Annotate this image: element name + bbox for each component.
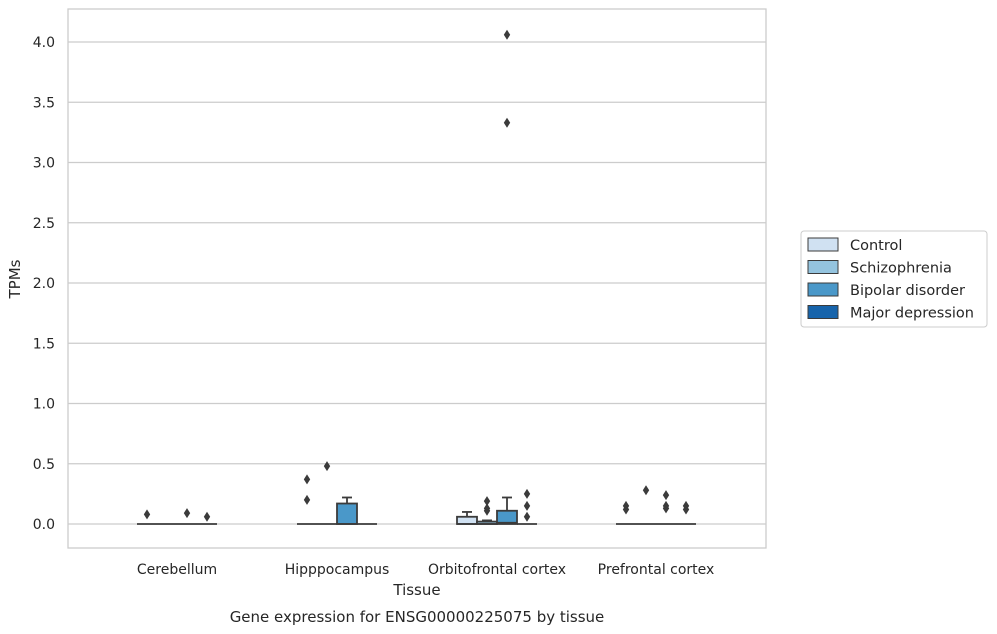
box-group [297,474,317,525]
outlier-point [662,503,670,514]
legend-label: Bipolar disorder [850,283,965,299]
box-group [496,29,518,525]
box-group [317,461,337,525]
box-group [636,485,656,525]
legend-frame [800,230,988,328]
x-tick-label: Prefrontal cortex [598,562,715,578]
x-tick-label: Cerebellum [137,562,217,578]
legend-swatch [807,260,839,274]
y-tick-label: 4.0 [33,35,55,51]
outlier-point [183,508,191,519]
outlier-point [523,488,531,499]
outlier-point [303,474,311,485]
y-tick-label: 0.5 [33,457,55,473]
outlier-point [483,505,491,516]
legend-swatch [807,282,839,297]
plot-frame [67,8,767,549]
legend-label: Major depression [850,306,974,322]
y-tick-label: 2.5 [33,216,55,232]
x-tick-label: Hipppocampus [285,562,390,578]
legend: Control Schizophrenia Bipolar disorder Majo… [800,230,988,328]
box-group [137,509,157,525]
legend-swatch [807,237,839,252]
outlier-point [203,511,211,522]
y-tick-labels: 0.0 0.5 1.0 1.5 2.0 2.5 3.0 3.5 4.0 [33,35,55,533]
outlier-point [303,494,311,505]
box-group [676,500,696,525]
x-tick-label: Orbitofrontal cortex [428,562,566,578]
outlier-point [662,490,670,501]
outlier-point [323,461,331,472]
outlier-point [483,496,491,507]
y-tick-label: 3.0 [33,156,55,172]
outlier-point [642,485,650,496]
y-tick-label: 1.0 [33,397,55,413]
y-tick-label: 3.5 [33,95,55,111]
outlier-point [503,117,511,128]
box-group [177,508,197,525]
y-tick-label: 0.0 [33,517,55,533]
legend-label: Control [850,238,902,254]
x-tick-labels: Cerebellum Hipppocampus Orbitofrontal cort… [137,562,714,578]
box-group [336,496,358,525]
chart-caption: Gene expression for ENSG00000225075 by t… [230,608,605,626]
box-group [197,511,217,525]
box-group [517,488,537,525]
legend-swatch [807,305,839,319]
outlier-point [503,29,511,40]
outlier-point [622,504,630,515]
x-axis-title: Tissue [392,581,440,599]
legend-label: Schizophrenia [850,261,952,277]
outlier-point [523,511,531,522]
box-group [456,511,478,525]
outlier-point [523,500,531,511]
box-group [656,490,676,525]
outlier-point [682,504,690,515]
box-iqr [496,509,518,525]
box-iqr [336,502,358,525]
box-series [137,29,696,525]
y-axis-title: TPMs [6,259,24,299]
y-tick-label: 1.5 [33,336,55,352]
box-group [616,500,636,525]
outlier-point [143,509,151,520]
box-iqr [456,515,478,525]
y-tick-label: 2.0 [33,276,55,292]
